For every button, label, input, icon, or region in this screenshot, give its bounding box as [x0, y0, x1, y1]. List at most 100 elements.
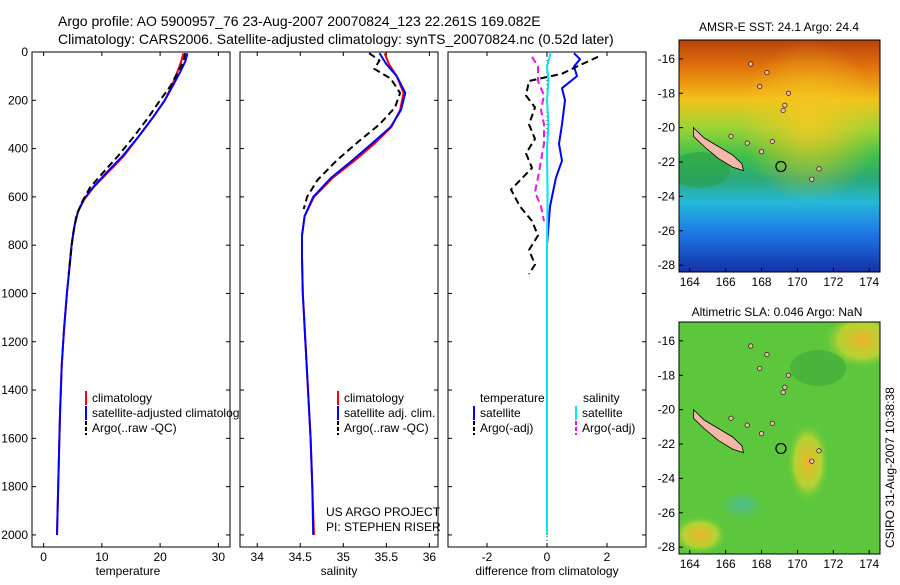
x-tick-label: 34.5 [289, 550, 313, 564]
series-temperature-argo-adj [510, 55, 599, 275]
series-salinity-satellite [546, 52, 552, 535]
x-tick-label: 10 [95, 550, 109, 564]
small-island [728, 415, 734, 421]
header-line-1: Argo profile: AO 5900957_76 23-Aug-2007 … [58, 13, 541, 29]
y-tick-label: 600 [8, 190, 28, 204]
new-caledonia-island [693, 408, 745, 454]
map-y-tick-label: -28 [658, 258, 676, 272]
map-y-tick-label: -22 [658, 155, 676, 169]
y-tick-label: 800 [8, 238, 28, 252]
csiro-timestamp: CSIRO 31-Aug-2007 10:38:38 [883, 387, 897, 548]
y-axis [240, 51, 438, 536]
map-x-tick-label: 172 [823, 275, 843, 289]
y-tick-label: 1000 [1, 286, 28, 300]
map-y-tick-label: -26 [658, 224, 676, 238]
sla-map-frame [678, 321, 881, 555]
map-y-tick-label: -16 [658, 52, 676, 66]
sla-map-title: Altimetric SLA: 0.046 Argo: NaN [692, 305, 863, 319]
sst-map: AMSR-E SST: 24.1 Argo: 24.4 164 166 168 170… [658, 20, 881, 289]
small-island [728, 133, 734, 139]
x-tick-label: 0 [544, 550, 551, 564]
legend-temperature-header: temperature [480, 391, 545, 405]
x-axis-label: salinity [321, 564, 358, 578]
plot-lines [301, 52, 407, 535]
small-island [757, 365, 763, 371]
map-y-tick-label: -22 [658, 437, 676, 451]
argo-position-marker [775, 160, 787, 173]
small-island [816, 448, 822, 454]
small-island [816, 166, 822, 172]
legend-climatology: climatology [344, 391, 404, 405]
map-x-tick-label: 164 [680, 557, 700, 571]
x-axis: 34 34.5 35 35.5 36 [251, 52, 436, 564]
x-axis-label: temperature [96, 564, 161, 578]
x-tick-label: 2 [604, 550, 611, 564]
small-island [785, 90, 791, 96]
small-island [757, 83, 763, 89]
legend-sal-argo: Argo(-adj) [582, 421, 635, 435]
legend-salinity-header: salinity [583, 391, 620, 405]
sla-low-patch [720, 491, 764, 519]
map-y-tick-label: -20 [658, 121, 676, 135]
legend-temp-argo: Argo(-adj) [480, 421, 533, 435]
map-x-tick-label: 170 [787, 275, 807, 289]
project-label: US ARGO PROJECT [326, 505, 441, 519]
small-island [769, 420, 775, 426]
argo-position-marker [775, 442, 787, 455]
small-island [748, 61, 754, 67]
legend-satellite: satellite-adjusted climatology [92, 406, 245, 420]
x-tick-label: -2 [482, 550, 493, 564]
y-tick-label: 2000 [1, 528, 28, 542]
legend-satellite: satellite adj. clim. [344, 406, 435, 420]
sla-low-patch-2 [790, 350, 846, 386]
y-tick-label: 1800 [1, 480, 28, 494]
x-tick-label: 20 [153, 550, 167, 564]
small-island [748, 343, 754, 349]
map-y-tick-label: -26 [658, 506, 676, 520]
sst-map-x-axis: 164 166 168 170 172 174 [680, 268, 880, 289]
y-tick-label: 0 [21, 45, 28, 59]
sla-map-y-axis: -16 -18 -20 -22 -24 -26 -28 [658, 334, 683, 554]
sla-high-sw [679, 515, 728, 554]
plot-lines [510, 52, 599, 535]
small-island [785, 372, 791, 378]
sla-map-field [679, 322, 880, 554]
small-island [809, 458, 815, 464]
y-tick-label: 1600 [1, 431, 28, 445]
map-x-tick-label: 170 [787, 557, 807, 571]
small-island [782, 384, 788, 390]
map-x-tick-label: 164 [680, 275, 700, 289]
legend: climatology satellite-adjusted climatolo… [85, 391, 245, 435]
map-x-tick-label: 174 [859, 275, 879, 289]
small-island [764, 352, 770, 358]
y-tick-label: 1200 [1, 335, 28, 349]
legend-argo: Argo(..raw -QC) [92, 421, 177, 435]
legend-temp-satellite: satellite [480, 406, 521, 420]
map-y-tick-label: -18 [658, 86, 676, 100]
series-satellite-adj-clim [301, 52, 407, 535]
x-axis-label: difference from climatology [475, 564, 618, 578]
sst-map-field [679, 40, 880, 272]
y-tick-label: 400 [8, 142, 28, 156]
small-island [782, 102, 788, 108]
series-satellite-adjusted-climatology [56, 52, 189, 535]
panel-frame [31, 51, 231, 548]
plot-lines [56, 52, 189, 535]
map-x-tick-label: 166 [716, 557, 736, 571]
legend-sal-satellite: satellite [582, 406, 623, 420]
map-y-tick-label: -16 [658, 334, 676, 348]
difference-profile-panel: -2 0 2 difference from climatology tempera… [447, 51, 647, 578]
map-y-tick-label: -24 [658, 189, 676, 203]
legend-climatology: climatology [92, 391, 152, 405]
small-island [744, 422, 750, 428]
map-x-tick-label: 166 [716, 275, 736, 289]
small-island [759, 149, 765, 155]
x-tick-label: 35 [337, 550, 351, 564]
map-y-tick-label: -18 [658, 368, 676, 382]
x-axis: 0 10 20 30 [40, 52, 225, 564]
pi-label: PI: STEPHEN RISER [326, 520, 441, 534]
map-x-tick-label: 168 [752, 275, 772, 289]
small-island [769, 138, 775, 144]
small-island [764, 70, 770, 76]
